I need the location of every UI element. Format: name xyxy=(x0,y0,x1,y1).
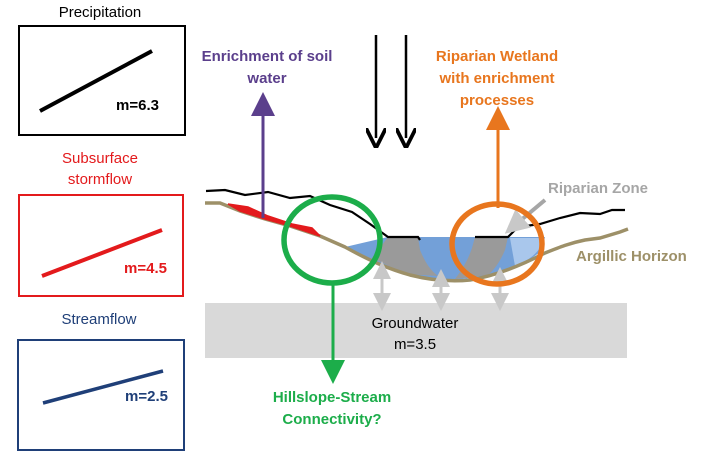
groundwater-label: Groundwater m=3.5 xyxy=(371,315,459,353)
groundwater-band xyxy=(205,303,627,358)
subsurface-stormflow-wedge xyxy=(227,203,321,237)
riparian-bank-right xyxy=(455,237,508,279)
soil-surface-line xyxy=(205,188,625,241)
riparian-zone-label: Riparian Zone xyxy=(548,180,649,197)
streamflow-slope-line xyxy=(42,369,164,405)
panel-streamflow-title: Streamflow xyxy=(61,311,137,328)
riparian-wetland-label: Riparian Wetland with enrichment process… xyxy=(435,48,559,109)
riparian-bank-left xyxy=(372,237,438,276)
riparian-wetland-circle xyxy=(449,201,545,287)
panel-streamflow: m=2.5 xyxy=(17,339,185,451)
panel-subsurface-stormflow: m=4.5 xyxy=(18,194,184,297)
subsurface-slope-line xyxy=(41,228,163,278)
panel-subsurface-title: Subsurface stormflow xyxy=(62,150,138,188)
panel-precipitation-title: Precipitation xyxy=(58,4,142,21)
enrichment-soil-water-label: Enrichment of soil water xyxy=(201,48,333,87)
argillic-horizon-label: Argillic Horizon xyxy=(576,248,687,265)
hillslope-stream-label: Hillslope-Stream Connectivity? xyxy=(272,389,392,428)
streamflow-slope-label: m=2.5 xyxy=(125,388,168,405)
panel-precipitation: m=6.3 xyxy=(18,25,186,136)
stream-water-light xyxy=(510,238,545,266)
subsurface-slope-label: m=4.5 xyxy=(124,260,167,277)
precipitation-slope-label: m=6.3 xyxy=(116,97,159,114)
precipitation-slope-line xyxy=(39,49,153,113)
argillic-horizon-line xyxy=(205,201,629,283)
